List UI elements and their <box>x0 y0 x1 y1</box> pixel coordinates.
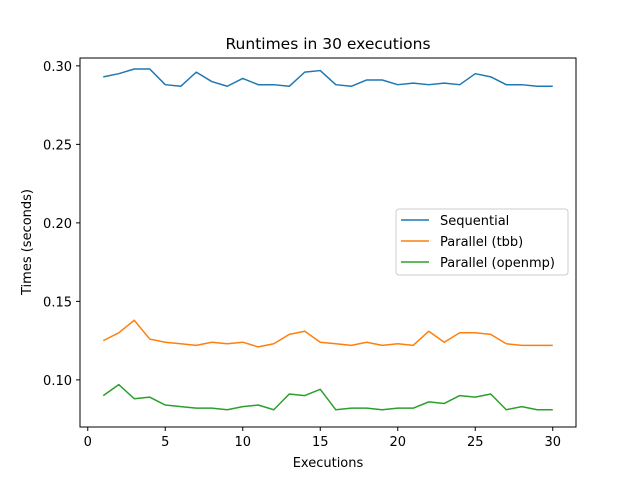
chart-title: Runtimes in 30 executions <box>225 35 430 53</box>
legend-label-sequential: Sequential <box>440 214 509 229</box>
y-tick-label: 0.25 <box>43 138 72 153</box>
x-tick-label: 30 <box>544 435 561 450</box>
x-tick-label: 20 <box>389 435 406 450</box>
series-line-sequential <box>103 68 553 88</box>
y-tick-label: 0.20 <box>43 217 72 232</box>
x-tick-label: 25 <box>467 435 484 450</box>
y-tick-label: 0.30 <box>43 60 72 75</box>
x-tick-label: 0 <box>84 435 92 450</box>
legend-label-parallel-tbb: Parallel (tbb) <box>440 235 523 250</box>
series-line-parallel-openmp <box>102 383 553 411</box>
y-tick-label: 0.15 <box>43 295 72 310</box>
x-tick-label: 5 <box>161 435 169 450</box>
y-tick-label: 0.10 <box>43 374 72 389</box>
legend: Sequential Parallel (tbb) Parallel (open… <box>395 208 569 276</box>
legend-box <box>395 208 569 276</box>
y-axis: 0.10 0.15 0.20 0.25 0.30 <box>43 60 80 389</box>
plot-frame <box>79 57 577 428</box>
x-tick-label: 10 <box>234 435 251 450</box>
legend-label-parallel-openmp: Parallel (openmp) <box>440 256 555 271</box>
x-tick-label: 15 <box>312 435 329 450</box>
y-axis-label: Times (seconds) <box>20 189 35 296</box>
series-line-parallel-tbb <box>102 319 553 348</box>
plot-lines <box>102 68 553 411</box>
x-axis: 0 5 10 15 20 25 30 <box>84 427 561 450</box>
x-axis-label: Executions <box>293 456 364 471</box>
